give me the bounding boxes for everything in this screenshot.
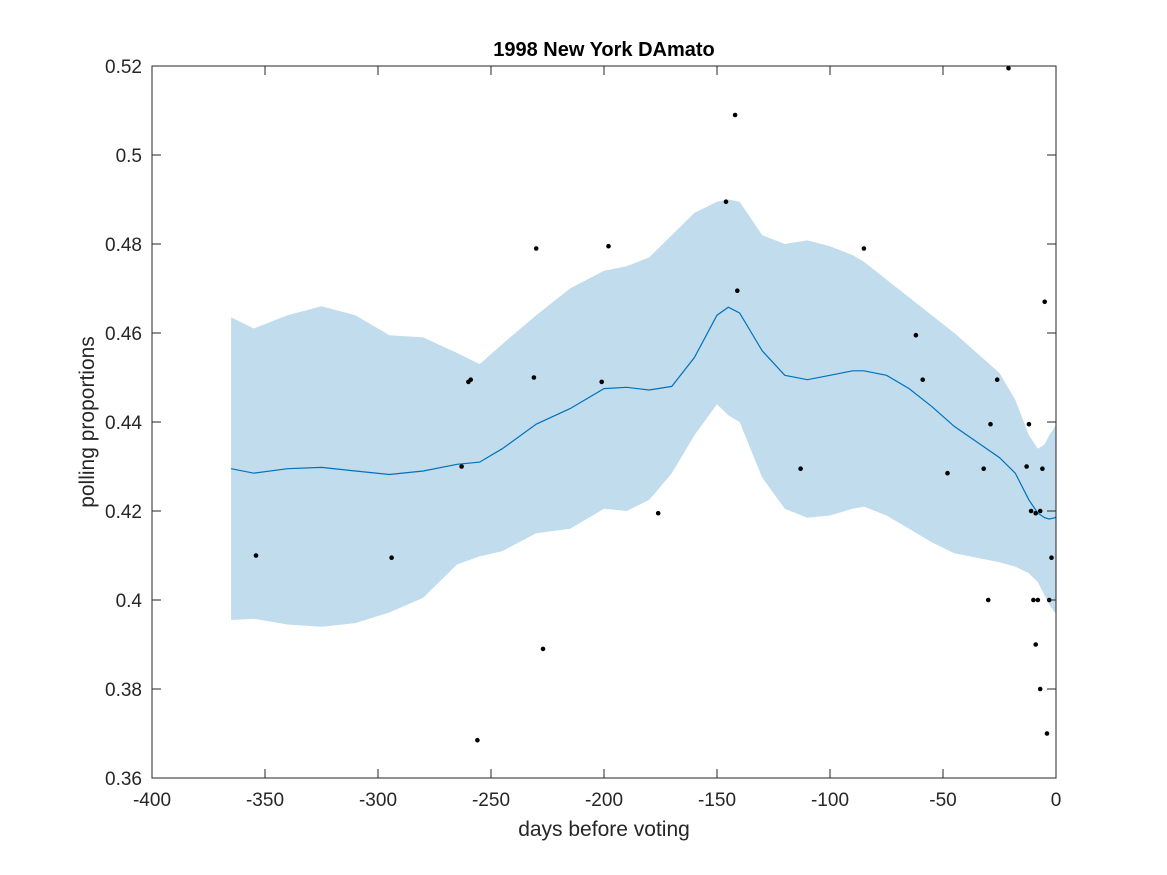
x-tick-label: -400	[133, 790, 171, 811]
poll-point	[1035, 597, 1041, 603]
x-tick-label: -50	[929, 790, 956, 811]
poll-point	[533, 246, 539, 251]
x-tick-label: -300	[359, 790, 397, 811]
axes: -400 -350 -300 -250 -200 -150 -100 -50 0 0.36 0.38…	[105, 57, 1061, 811]
y-tick-label: 0.46	[105, 324, 142, 345]
poll-point	[1049, 555, 1054, 560]
poll-point	[1037, 686, 1043, 692]
poll-point	[920, 377, 925, 383]
poll-point	[1037, 508, 1043, 514]
poll-point	[1042, 299, 1047, 305]
chart-title: 1998 New York DAmato	[493, 39, 715, 61]
poll-point	[1033, 642, 1038, 647]
poll-point	[945, 470, 950, 476]
y-tick-label: 0.38	[105, 680, 142, 701]
x-axis-title: days before voting	[518, 818, 690, 841]
poll-point	[1024, 464, 1029, 469]
y-tick-label: 0.36	[105, 769, 142, 790]
x-tick-label: -150	[698, 790, 736, 811]
poll-point	[389, 555, 394, 560]
y-tick-label: 0.48	[105, 235, 142, 256]
poll-point	[459, 464, 464, 469]
poll-point	[861, 246, 867, 251]
poll-point	[1040, 466, 1045, 472]
poll-point	[1006, 65, 1011, 71]
plot-area	[230, 65, 1056, 743]
poll-point	[732, 112, 738, 118]
y-tick-label: 0.5	[116, 146, 142, 167]
poll-point	[1044, 731, 1050, 736]
poll-point	[735, 288, 740, 294]
poll-point	[468, 377, 474, 383]
poll-point	[994, 377, 1000, 383]
poll-point	[1033, 510, 1038, 516]
poll-point	[606, 243, 611, 249]
confidence-band	[231, 199, 1056, 627]
poll-point	[531, 375, 537, 380]
poll-point	[540, 646, 546, 652]
x-tick-label: -200	[585, 790, 623, 811]
poll-point	[475, 737, 480, 743]
poll-point	[599, 379, 604, 385]
x-tick-label: -100	[811, 790, 849, 811]
y-tick-label: 0.4	[116, 591, 143, 612]
y-tick-label: 0.52	[105, 57, 142, 78]
trend-line	[230, 306, 1056, 520]
poll-point	[253, 553, 259, 558]
poll-point	[1031, 597, 1036, 603]
x-tick-label: 0	[1051, 790, 1062, 811]
poll-point	[723, 199, 729, 204]
x-tick-label: -250	[472, 790, 510, 811]
x-tick-label: -350	[246, 790, 284, 811]
poll-point	[981, 466, 986, 472]
y-axis-title: polling proportions	[76, 336, 99, 508]
poll-point	[988, 421, 993, 427]
poll-point	[798, 466, 803, 472]
poll-point	[655, 510, 661, 516]
poll-point	[1026, 421, 1032, 427]
y-tick-label: 0.44	[105, 413, 142, 434]
poll-point	[985, 597, 991, 603]
poll-point	[913, 332, 919, 338]
poll-point	[1028, 508, 1034, 514]
y-tick-label: 0.42	[105, 502, 142, 523]
